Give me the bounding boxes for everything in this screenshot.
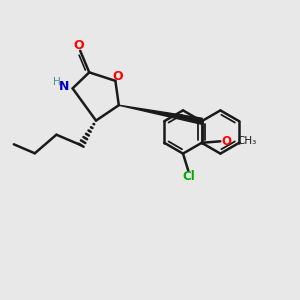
Text: N: N [59,80,69,93]
Polygon shape [119,105,202,124]
Text: O: O [221,135,231,148]
Text: O: O [112,70,123,83]
Text: CH₃: CH₃ [238,136,257,146]
Text: H: H [53,77,61,87]
Text: O: O [74,39,84,52]
Text: Cl: Cl [182,170,195,184]
